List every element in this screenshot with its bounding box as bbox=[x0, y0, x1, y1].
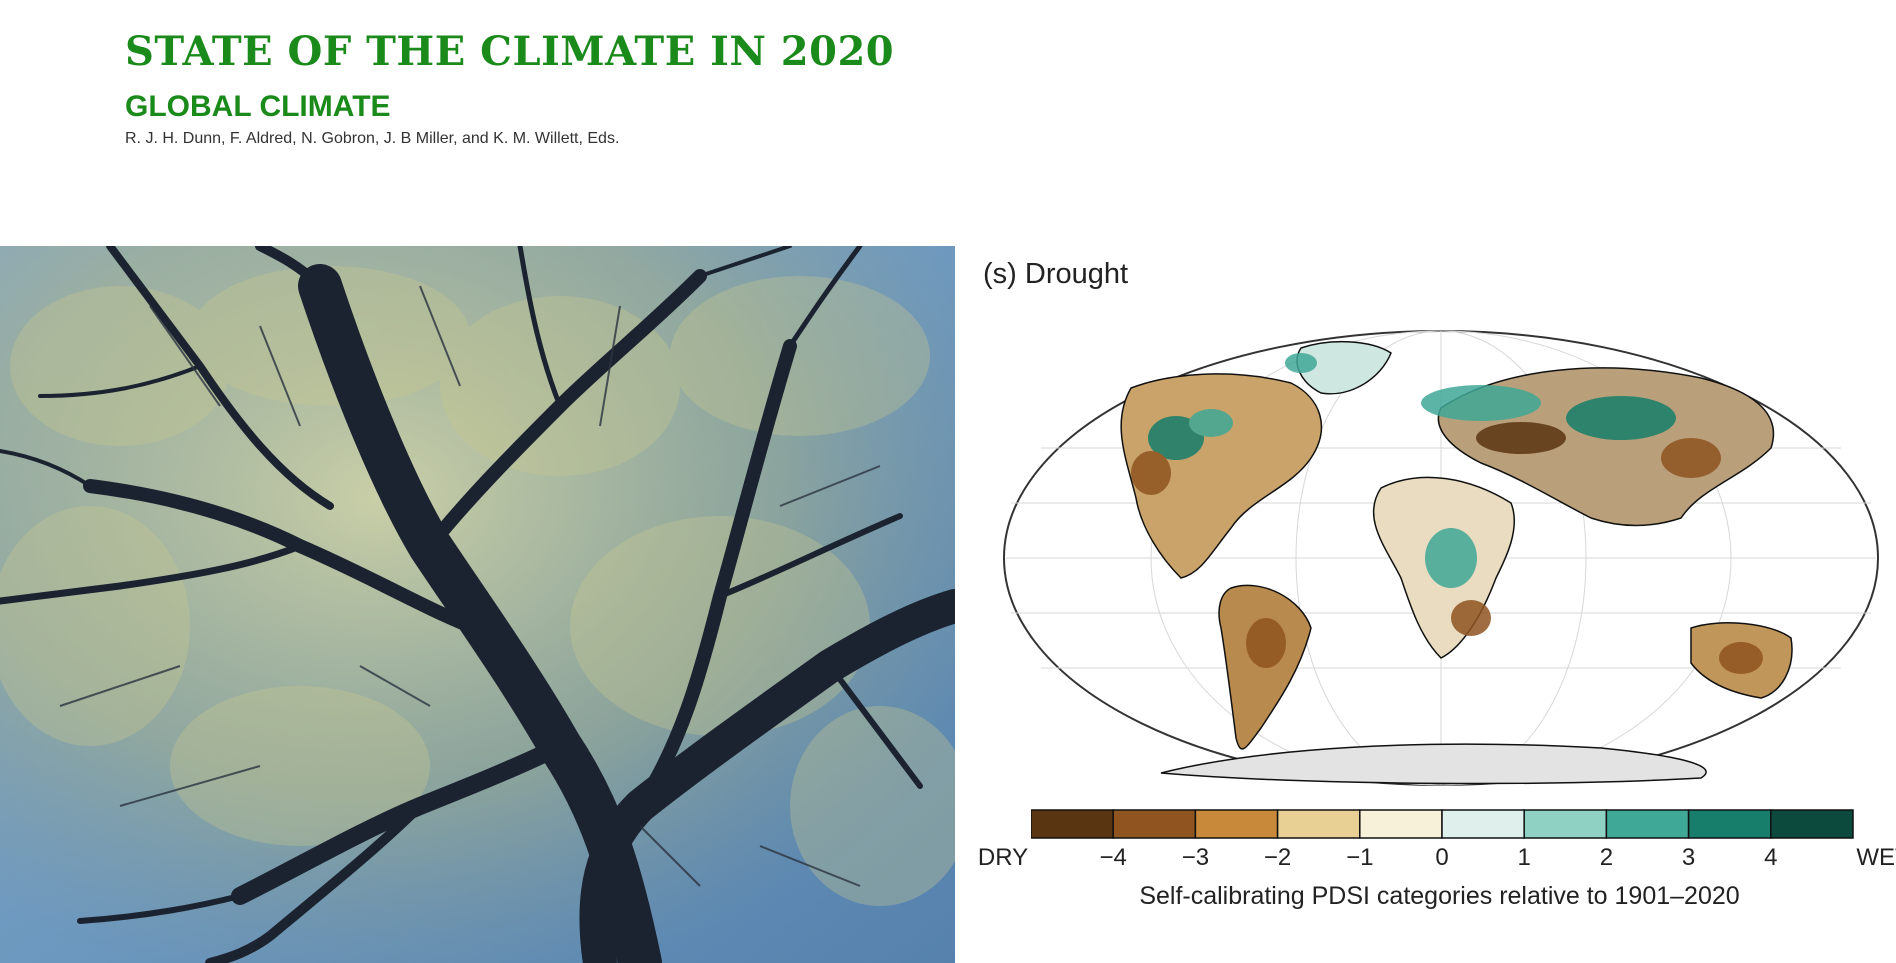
colorbar-tick-label: −3 bbox=[1181, 844, 1210, 871]
colorbar-tick-label: −1 bbox=[1346, 844, 1374, 871]
colorbar-tick-label: −4 bbox=[1099, 844, 1127, 871]
page-title: STATE OF THE CLIMATE IN 2020 bbox=[125, 28, 895, 75]
world-drought-map bbox=[1003, 330, 1879, 786]
section-subtitle: GLOBAL CLIMATE bbox=[125, 90, 391, 123]
drought-figure-panel: (s) Drought bbox=[978, 256, 1896, 963]
authors-line: R. J. H. Dunn, F. Aldred, N. Gobron, J. … bbox=[125, 130, 620, 147]
colorbar-tick-label: 0 bbox=[1435, 844, 1449, 871]
colorbar-swatch bbox=[1194, 809, 1279, 839]
colorbar-swatch bbox=[1605, 809, 1690, 839]
colorbar-swatch bbox=[1359, 809, 1443, 839]
colorbar-caption: Self-calibrating PDSI categories relativ… bbox=[1139, 882, 1740, 910]
colorbar-swatch bbox=[1276, 809, 1361, 839]
wet-label: WET bbox=[1856, 844, 1896, 871]
colorbar bbox=[1031, 809, 1854, 839]
panel-label: (s) Drought bbox=[983, 258, 1129, 290]
header: STATE OF THE CLIMATE IN 2020 GLOBAL CLIM… bbox=[125, 26, 894, 148]
colorbar-tick-label: 2 bbox=[1599, 844, 1614, 871]
colorbar-swatch bbox=[1112, 809, 1197, 839]
colorbar-swatch bbox=[1441, 809, 1525, 839]
colorbar-tick-label: −2 bbox=[1263, 844, 1292, 871]
colorbar-tick-label: 4 bbox=[1764, 844, 1778, 871]
colorbar-tick-label: 3 bbox=[1681, 844, 1696, 871]
colorbar-swatch bbox=[1770, 809, 1854, 839]
colorbar-swatch bbox=[1687, 809, 1772, 839]
colorbar-tick-label: 1 bbox=[1517, 844, 1531, 871]
colorbar-swatch bbox=[1031, 809, 1114, 839]
colorbar-swatch bbox=[1523, 809, 1608, 839]
tree-canopy-photo bbox=[0, 246, 955, 963]
dry-label: DRY bbox=[977, 844, 1029, 871]
